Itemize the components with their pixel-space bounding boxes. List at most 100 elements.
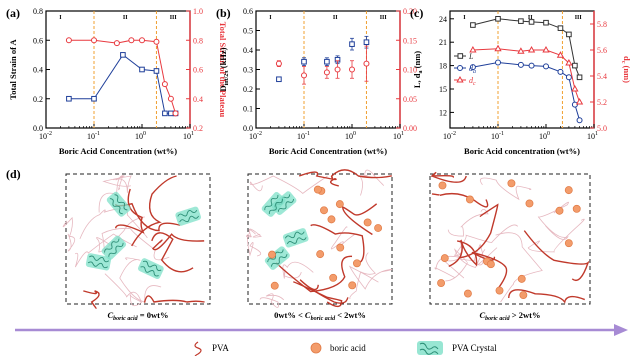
y-left-tick-label: 0.4: [243, 46, 253, 55]
region-label: I: [59, 15, 62, 21]
boric-acid-dot: [507, 179, 516, 188]
condition-label: Cboric acid = 0wt%: [108, 310, 169, 322]
data-point: [349, 41, 355, 47]
x-tick-exponent: -2: [451, 131, 456, 137]
crystal-fold: [270, 254, 288, 267]
x-tick-label: 101: [183, 131, 194, 141]
x-tick-exponent: -1: [305, 131, 310, 137]
x-axis-label: Boric Acid Concentration (wt%): [269, 146, 387, 156]
crystal-body: [106, 191, 131, 217]
background-chain: [348, 265, 393, 290]
data-point: [139, 37, 145, 44]
boric-acid-dot: [440, 254, 449, 263]
background-chain: [101, 227, 170, 261]
y-left-tick-label: 0.3: [243, 66, 253, 75]
x-tick-exponent: -1: [499, 131, 504, 137]
background-chain: [458, 243, 498, 266]
legend-label: da: [469, 64, 476, 75]
boric-acid-dot: [329, 273, 338, 282]
x-tick-exponent: -2: [47, 131, 52, 137]
y-left-label-sub: a: [418, 70, 424, 73]
y-right-tick-label: 0.8: [193, 36, 203, 45]
background-chain: [62, 216, 76, 252]
y-left-tick-label: 0.2: [243, 85, 253, 94]
boric-acid-dot: [465, 195, 474, 204]
data-point: [161, 81, 168, 88]
x-axis-label: Boric Acid concentration (wt%): [464, 146, 580, 156]
data-point: [528, 19, 535, 25]
panel-b-chart: (b)10-2 10-1 100 1010.00.10.20.30.40.50.60.…: [216, 6, 417, 156]
pva-chain: [508, 289, 586, 304]
data-point: [276, 76, 282, 83]
x-tick-label: 10-2: [443, 131, 456, 141]
y-left-tick-label: 0.8: [33, 7, 43, 16]
data-point: [470, 22, 476, 28]
data-point: [334, 66, 341, 73]
background-chain: [282, 261, 314, 279]
schematic-frame: [65, 173, 211, 305]
crystal-body: [101, 235, 127, 260]
data-point: [167, 95, 174, 102]
legend-marker: [456, 75, 464, 83]
schematic: Cboric acid = 0wt% 0wt% < Cboric acid < 2…: [62, 169, 591, 322]
background-chain: [98, 175, 126, 213]
y-right-tick-label: 5.2: [597, 98, 607, 107]
data-point: [576, 117, 583, 124]
boric-acid-dot: [353, 259, 361, 268]
y-left-tick-label: 0.6: [33, 36, 43, 45]
y-left-tick-label: 0.0: [243, 124, 253, 133]
boric-acid-dot: [572, 204, 581, 213]
pva-chain: [275, 255, 353, 293]
data-point: [275, 60, 282, 67]
data-point: [153, 38, 160, 45]
x-tick-label: 10-1: [491, 131, 504, 141]
boric-acid-dot: [486, 260, 495, 269]
pva-crystal-icon: [417, 341, 443, 355]
region-label: II: [528, 15, 533, 21]
condition-label-rest: < 2wt%: [335, 310, 366, 320]
condition-label-sub: boric acid: [311, 316, 336, 322]
crystal-body: [282, 228, 309, 248]
region-label: II: [333, 15, 338, 21]
pva-chain: [293, 281, 343, 308]
pva-crystal: [101, 235, 127, 260]
data-point: [565, 74, 572, 81]
crystal-body: [261, 192, 286, 217]
y-right-tick-label: 1.0: [193, 7, 203, 16]
boric-acid-dot: [327, 215, 336, 224]
pva-chain: [523, 230, 590, 282]
condition-label: 0wt% < Cboric acid < 2wt%: [274, 310, 366, 322]
data-point: [120, 52, 126, 58]
crystal-fold: [109, 198, 123, 215]
data-point: [495, 59, 501, 66]
series-line: [68, 54, 176, 114]
panel-letter: (b): [216, 6, 231, 20]
y-left-tick-label: 24: [439, 15, 447, 24]
pva-chain: [310, 224, 365, 264]
data-point: [172, 110, 179, 117]
y-right-axis-label: dc (nm): [620, 56, 632, 83]
schematic-box-2: 0wt% < Cboric acid < 2wt%: [245, 169, 393, 322]
y-left-label-rest: (nm): [412, 51, 422, 71]
boric-acid-dot: [564, 239, 573, 248]
x-tick-label: 10-1: [297, 131, 310, 141]
x-tick-label: 100: [539, 131, 550, 141]
crystal-body: [175, 206, 201, 226]
pva-chain: [143, 295, 205, 303]
pva-crystal: [282, 228, 309, 248]
y-right-tick-label: 0.20: [403, 7, 417, 16]
plot-frame: [45, 10, 191, 129]
crystal-fold: [114, 194, 128, 211]
boric-acid-icon: [310, 342, 322, 354]
background-chain: [527, 218, 585, 253]
boric-acid-dot: [268, 250, 276, 259]
x-tick-exponent: 0: [353, 131, 356, 137]
data-point: [517, 47, 525, 54]
background-chain: [245, 228, 262, 238]
data-point: [128, 37, 135, 44]
y-left-tick-label: 21: [439, 38, 447, 47]
data-point: [543, 63, 549, 70]
background-chain: [249, 175, 328, 194]
data-point: [572, 62, 578, 69]
region-label: III: [170, 15, 178, 21]
